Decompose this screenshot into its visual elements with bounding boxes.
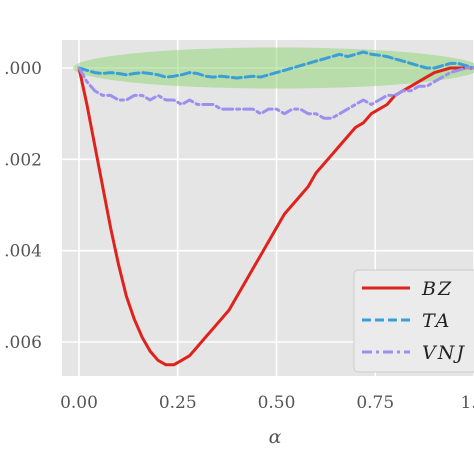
x-axis-label: α [269, 426, 282, 448]
grid-lines [62, 40, 474, 376]
legend: BZ TA VNJ [353, 269, 474, 373]
legend-label-vnj: VNJ [422, 342, 466, 364]
x-tick-label: 0.75 [356, 393, 394, 413]
band-shape [73, 47, 474, 89]
x-tick-labels: 0.00 0.25 0.50 0.75 1.0 [60, 393, 474, 413]
series-line-ta [77, 50, 474, 80]
series-line-bz [77, 66, 474, 367]
y-tick-label: .000 [4, 59, 42, 79]
series-line-vnj [77, 66, 474, 120]
legend-box [353, 269, 474, 373]
y-tick-label: .006 [4, 333, 42, 353]
y-tick-labels: .000 .002 .004 .006 [4, 59, 42, 353]
legend-label-ta: TA [422, 310, 451, 332]
y-tick-label: .004 [4, 242, 42, 262]
series-lines [77, 50, 474, 367]
y-tick-label: .002 [4, 150, 42, 170]
x-tick-label: 0.25 [159, 393, 197, 413]
x-tick-label: 1.0 [460, 393, 474, 413]
x-tick-label: 0.50 [258, 393, 296, 413]
x-tick-label: 0.00 [60, 393, 98, 413]
confidence-band [73, 47, 474, 89]
legend-label-bz: BZ [421, 278, 453, 300]
legend-items: BZ TA VNJ [362, 278, 466, 364]
